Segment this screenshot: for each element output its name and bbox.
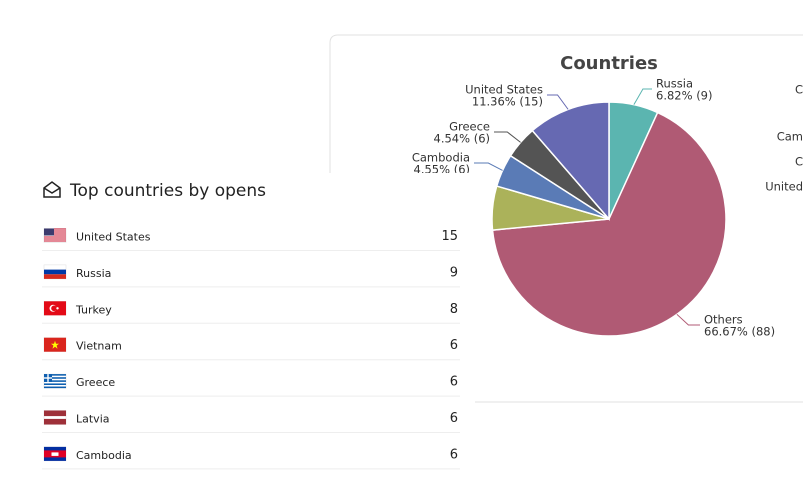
chart-title: Countries [560, 53, 658, 74]
flag-part [51, 452, 59, 456]
flag-part [51, 340, 59, 349]
slice-value-label: 66.67% (88) [704, 325, 775, 339]
open-count: 6 [450, 338, 458, 353]
flag-part [44, 230, 66, 232]
open-count: 6 [450, 375, 458, 390]
panel-title: Top countries by opens [69, 181, 266, 201]
open-count: 6 [450, 447, 458, 462]
open-count: 9 [450, 265, 458, 280]
flag-part [44, 240, 66, 242]
slice-label: Cambodia [412, 151, 470, 165]
leader-line [676, 313, 700, 326]
flag-part [44, 383, 66, 385]
flag [43, 264, 67, 280]
legend-label: Cam [777, 130, 803, 144]
flag-part [44, 386, 66, 389]
flag-part [51, 305, 57, 312]
flag-part [44, 377, 66, 379]
country-name: Latvia [76, 413, 110, 426]
mail-icon [43, 181, 61, 198]
pie-slice [491, 111, 727, 337]
flag-part [44, 374, 66, 376]
leader-line [633, 88, 652, 105]
flag [43, 446, 67, 462]
legend-label: United [765, 180, 803, 194]
panel-bg [0, 173, 475, 488]
slice-label: Greece [449, 120, 490, 134]
flag-part [44, 238, 66, 240]
flag-part [56, 307, 59, 310]
flag-part [44, 232, 66, 234]
flag-part [44, 234, 66, 236]
open-count: 6 [450, 411, 458, 426]
open-count: 15 [441, 229, 458, 244]
country-name: Russia [76, 267, 111, 280]
flag-part [44, 410, 66, 417]
country-name: Greece [76, 376, 115, 389]
flag [43, 410, 67, 425]
legend-label: C [795, 83, 803, 97]
flag-part [44, 228, 66, 230]
country-name: Vietnam [76, 340, 122, 353]
slice-value-label: 6.82% (9) [656, 89, 712, 103]
flag-part [44, 377, 52, 379]
country-name: Turkey [75, 303, 112, 316]
flag-part [44, 380, 66, 382]
panel: Top countries by opens United States 15 Ru… [0, 173, 475, 488]
leader-line [547, 94, 569, 110]
flag-part [44, 228, 54, 236]
slice-label: Others [704, 313, 743, 327]
flag-part [44, 269, 66, 275]
country-name: Cambodia [76, 449, 132, 462]
leader-line [474, 162, 503, 171]
legend-label: C [795, 155, 803, 169]
flag [43, 373, 67, 389]
country-name: United States [76, 231, 151, 244]
flag-part [44, 236, 66, 238]
leader-line [494, 131, 521, 143]
flag [43, 228, 67, 243]
flag [43, 301, 67, 316]
slice-label: United States [465, 83, 543, 97]
flag [43, 337, 67, 352]
slice-label: Russia [656, 77, 693, 91]
flag-part [44, 274, 66, 279]
flag-part [44, 418, 66, 425]
slice-value-label: 4.54% (6) [434, 132, 490, 146]
slice-value-label: 11.36% (15) [472, 95, 543, 109]
open-count: 8 [450, 302, 458, 317]
